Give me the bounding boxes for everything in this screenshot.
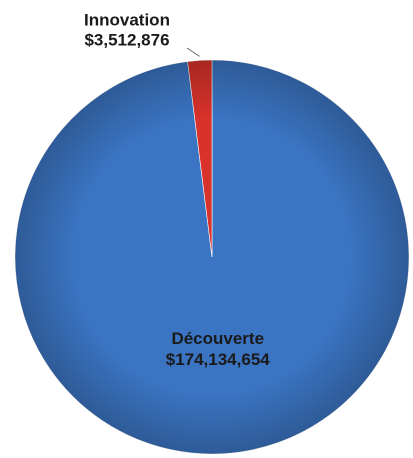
leader-line <box>186 47 200 57</box>
slice-label-value: $174,134,654 <box>166 350 271 369</box>
labels: Découverte $174,134,654 Innovation$3,512,8… <box>84 10 270 368</box>
slice-label-name: Innovation <box>84 10 170 29</box>
pie <box>14 59 410 455</box>
slice-label-value: $3,512,876 <box>84 30 169 49</box>
slice-label-name: Découverte <box>171 329 264 348</box>
